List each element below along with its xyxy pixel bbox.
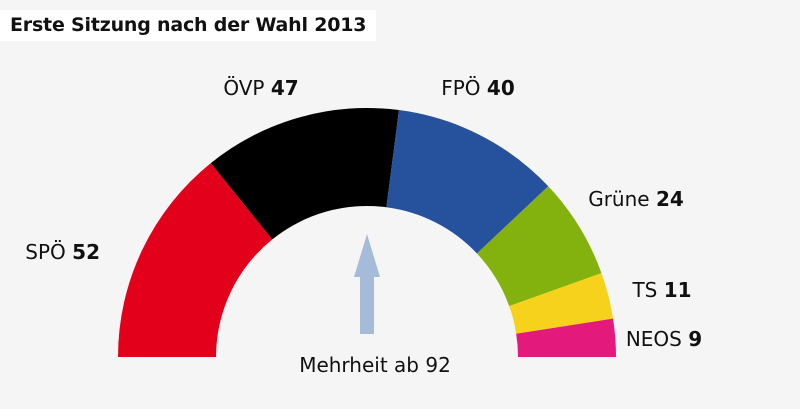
- label-party-name: TS: [631, 278, 663, 302]
- label-seat-count: 24: [656, 187, 684, 211]
- label-seat-count: 40: [487, 76, 515, 100]
- label-seat-count: 47: [271, 76, 299, 100]
- seat-segments: [118, 108, 616, 357]
- label-ts: TS 11: [631, 278, 691, 302]
- label-party-name: FPÖ: [441, 76, 487, 100]
- label-grüne: Grüne 24: [588, 187, 684, 211]
- majority-label: Mehrheit ab 92: [299, 353, 451, 377]
- label-party-name: SPÖ: [25, 240, 72, 264]
- segment-fpö: [386, 110, 549, 254]
- label-party-name: ÖVP: [223, 76, 271, 100]
- label-party-name: Grüne: [588, 187, 656, 211]
- segment-ts: [509, 273, 614, 334]
- label-spö: SPÖ 52: [25, 240, 100, 264]
- label-övp: ÖVP 47: [223, 76, 298, 100]
- label-fpö: FPÖ 40: [441, 76, 515, 100]
- label-seat-count: 9: [688, 327, 702, 351]
- segment-övp: [210, 108, 399, 240]
- majority-arrow: [354, 234, 380, 334]
- segment-grüne: [476, 186, 602, 307]
- label-neos: NEOS 9: [626, 327, 702, 351]
- chart-title: Erste Sitzung nach der Wahl 2013: [0, 10, 377, 41]
- segment-neos: [516, 318, 616, 357]
- segment-spö: [118, 163, 273, 357]
- label-seat-count: 52: [72, 240, 100, 264]
- majority-arrow-icon: [354, 234, 380, 334]
- label-seat-count: 11: [664, 278, 692, 302]
- label-party-name: NEOS: [626, 327, 688, 351]
